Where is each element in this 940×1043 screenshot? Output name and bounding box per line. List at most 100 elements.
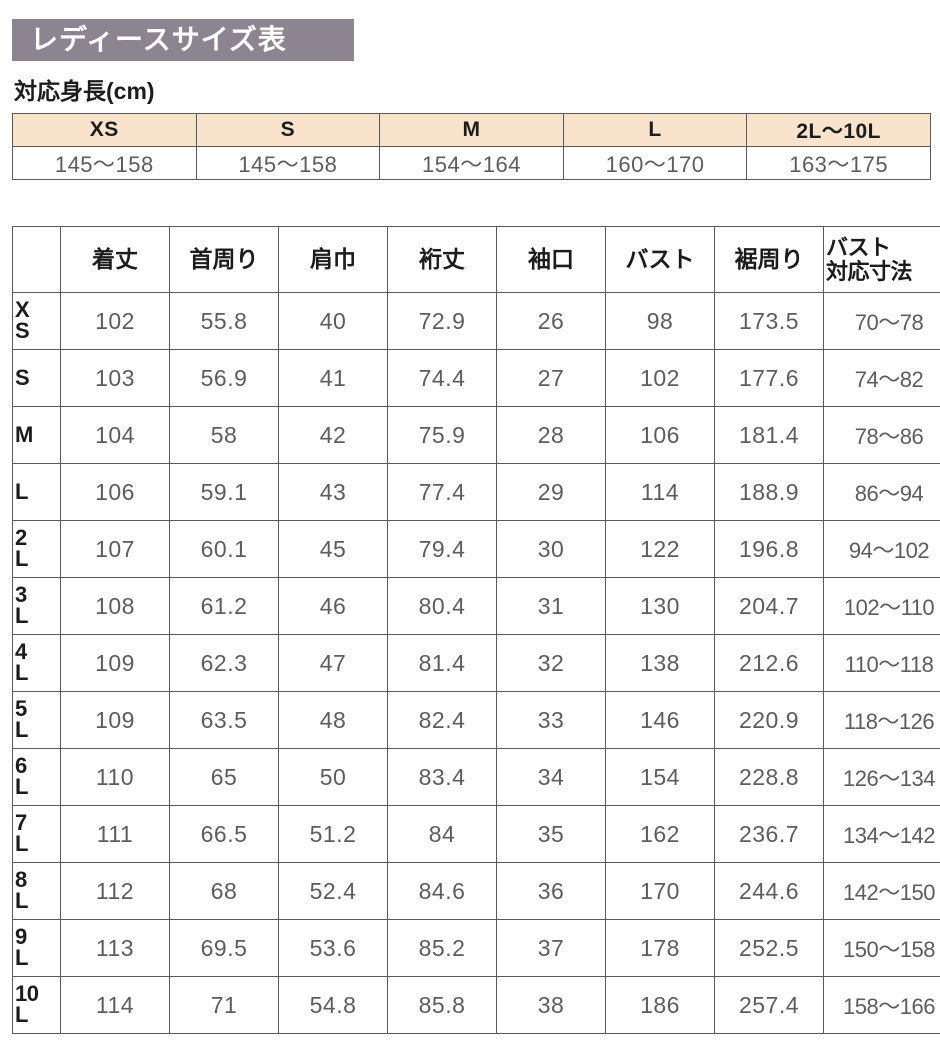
- cell-3l-c0: 108: [60, 577, 170, 635]
- table-row: 10 L 114 71 54.8 85.8 38 186 257.4 158〜166: [12, 976, 940, 1034]
- cell-xs-c5: 98: [605, 292, 715, 350]
- cell-7l-c0: 111: [60, 805, 170, 863]
- cell-6l-c6: 228.8: [714, 748, 824, 806]
- height-size-header-xs: XS: [12, 113, 197, 147]
- column-header-yukitake: 裄丈: [387, 226, 497, 293]
- column-header-kitake: 着丈: [60, 226, 170, 293]
- table-row: L 106 59.1 43 77.4 29 114 188.9 86〜94: [12, 463, 940, 521]
- cell-8l-c5: 170: [605, 862, 715, 920]
- row-label-s: S: [12, 349, 61, 407]
- cell-xs-c7: 70〜78: [823, 292, 940, 350]
- cell-l-c1: 59.1: [169, 463, 279, 521]
- cell-8l-c7: 142〜150: [823, 862, 940, 920]
- height-range-l: 160〜170: [562, 146, 748, 180]
- cell-10l-c0: 114: [60, 976, 170, 1034]
- cell-4l-c2: 47: [278, 634, 388, 692]
- cell-6l-c2: 50: [278, 748, 388, 806]
- cell-10l-c2: 54.8: [278, 976, 388, 1034]
- cell-10l-c7: 158〜166: [823, 976, 940, 1034]
- cell-l-c7: 86〜94: [823, 463, 940, 521]
- cell-7l-c3: 84: [387, 805, 497, 863]
- cell-7l-c1: 66.5: [169, 805, 279, 863]
- cell-xs-c6: 173.5: [714, 292, 824, 350]
- cell-4l-c0: 109: [60, 634, 170, 692]
- cell-l-c0: 106: [60, 463, 170, 521]
- height-range-s: 145〜158: [195, 146, 381, 180]
- cell-l-c4: 29: [496, 463, 606, 521]
- cell-5l-c7: 118〜126: [823, 691, 940, 749]
- cell-5l-c2: 48: [278, 691, 388, 749]
- cell-4l-c1: 62.3: [169, 634, 279, 692]
- row-label-m: M: [12, 406, 61, 464]
- page-title: レディースサイズ表: [30, 24, 287, 55]
- cell-s-c0: 103: [60, 349, 170, 407]
- cell-9l-c6: 252.5: [714, 919, 824, 977]
- row-label-part: 2: [15, 525, 27, 551]
- row-label-part: 8: [15, 867, 27, 893]
- cell-2l-c1: 60.1: [169, 520, 279, 578]
- cell-3l-c7: 102〜110: [823, 577, 940, 635]
- cell-8l-c4: 36: [496, 862, 606, 920]
- height-size-header-m: M: [379, 113, 564, 147]
- cell-5l-c3: 82.4: [387, 691, 497, 749]
- cell-6l-c4: 34: [496, 748, 606, 806]
- cell-9l-c7: 150〜158: [823, 919, 940, 977]
- column-header-bust: バスト: [605, 226, 715, 293]
- cell-2l-c3: 79.4: [387, 520, 497, 578]
- row-label-part: 9: [15, 924, 27, 950]
- cell-7l-c6: 236.7: [714, 805, 824, 863]
- cell-s-c1: 56.9: [169, 349, 279, 407]
- cell-2l-c6: 196.8: [714, 520, 824, 578]
- row-label-part: 10: [15, 981, 39, 1007]
- cell-s-c3: 74.4: [387, 349, 497, 407]
- measurement-table-body: X S 102 55.8 40 72.9 26 98 173.5 70〜78 S 103 56.9 41 7…: [12, 292, 940, 1034]
- cell-4l-c7: 110〜118: [823, 634, 940, 692]
- cell-s-c2: 41: [278, 349, 388, 407]
- cell-xs-c3: 72.9: [387, 292, 497, 350]
- cell-3l-c2: 46: [278, 577, 388, 635]
- table-row: 2 L 107 60.1 45 79.4 30 122 196.8 94〜102: [12, 520, 940, 578]
- row-label-part: 6: [15, 753, 27, 779]
- cell-8l-c6: 244.6: [714, 862, 824, 920]
- cell-9l-c4: 37: [496, 919, 606, 977]
- cell-8l-c2: 52.4: [278, 862, 388, 920]
- cell-2l-c5: 122: [605, 520, 715, 578]
- cell-6l-c5: 154: [605, 748, 715, 806]
- cell-3l-c4: 31: [496, 577, 606, 635]
- cell-6l-c3: 83.4: [387, 748, 497, 806]
- cell-s-c6: 177.6: [714, 349, 824, 407]
- height-size-header-s: S: [195, 113, 381, 147]
- cell-4l-c6: 212.6: [714, 634, 824, 692]
- cell-2l-c7: 94〜102: [823, 520, 940, 578]
- row-label-part: 5: [15, 696, 27, 722]
- bust-fit-range-line2: 対応寸法: [826, 258, 913, 284]
- cell-2l-c2: 45: [278, 520, 388, 578]
- table-row: 7 L 111 66.5 51.2 84 35 162 236.7 134〜142: [12, 805, 940, 863]
- cell-10l-c5: 186: [605, 976, 715, 1034]
- table-row: 3 L 108 61.2 46 80.4 31 130 204.7 102〜110: [12, 577, 940, 635]
- cell-5l-c0: 109: [60, 691, 170, 749]
- cell-5l-c5: 146: [605, 691, 715, 749]
- corner-header-cell: [12, 226, 61, 293]
- row-label-part: S: [15, 364, 30, 390]
- cell-7l-c2: 51.2: [278, 805, 388, 863]
- row-label-10l: 10 L: [12, 976, 61, 1034]
- height-range-table: XS S M L 2L〜10L 145〜158 145〜158 154〜164 …: [12, 113, 931, 180]
- cell-3l-c5: 130: [605, 577, 715, 635]
- table-row: M 104 58 42 75.9 28 106 181.4 78〜86: [12, 406, 940, 464]
- cell-s-c4: 27: [496, 349, 606, 407]
- cell-5l-c6: 220.9: [714, 691, 824, 749]
- cell-3l-c6: 204.7: [714, 577, 824, 635]
- cell-m-c2: 42: [278, 406, 388, 464]
- cell-7l-c4: 35: [496, 805, 606, 863]
- row-label-part: L: [15, 478, 28, 504]
- cell-5l-c4: 33: [496, 691, 606, 749]
- column-header-kubimawari: 首周り: [169, 226, 279, 293]
- column-header-susomawari: 裾周り: [714, 226, 824, 293]
- cell-m-c4: 28: [496, 406, 606, 464]
- cell-2l-c0: 107: [60, 520, 170, 578]
- cell-6l-c0: 110: [60, 748, 170, 806]
- cell-l-c2: 43: [278, 463, 388, 521]
